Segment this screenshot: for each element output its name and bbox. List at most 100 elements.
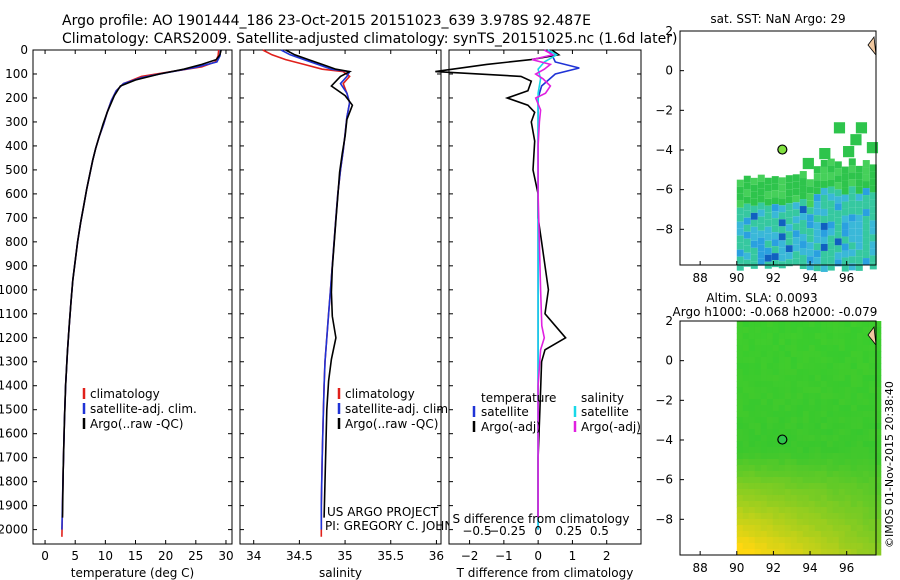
- sst-cell: [764, 177, 772, 185]
- sla-cell: [736, 489, 744, 496]
- sst-cell: [855, 235, 863, 243]
- sla-cell: [826, 483, 834, 490]
- sla-cell: [856, 549, 864, 556]
- sla-cell: [772, 351, 780, 358]
- map-frame: [679, 320, 877, 556]
- sla-cell: [766, 477, 774, 484]
- y-tick-label: 1100: [0, 307, 28, 321]
- sla-cell: [814, 501, 822, 508]
- sla-cell: [838, 339, 846, 346]
- sla-cell: [754, 417, 762, 424]
- sla-cell: [814, 387, 822, 394]
- sst-cell: [799, 241, 807, 249]
- sla-cell: [784, 495, 792, 502]
- sst-cell: [841, 215, 849, 223]
- sla-cell: [832, 537, 840, 544]
- sla-cell: [796, 549, 804, 556]
- sst-cell: [792, 223, 800, 231]
- sla-cell: [742, 471, 750, 478]
- sla-cell: [820, 483, 828, 490]
- y-tick-label: 0: [665, 64, 673, 78]
- sst-cell: [806, 263, 814, 271]
- sla-cell: [862, 387, 870, 394]
- sla-cell: [808, 489, 816, 496]
- sla-cell: [874, 477, 882, 484]
- sla-cell: [862, 339, 870, 346]
- sla-cell: [862, 369, 870, 376]
- sla-cell: [874, 333, 882, 340]
- sla-cell: [802, 333, 810, 340]
- sst-cell: [743, 182, 751, 190]
- sla-cell: [814, 483, 822, 490]
- sla-cell: [808, 519, 816, 526]
- sla-cell: [826, 471, 834, 478]
- sst-cell: [869, 220, 877, 228]
- sla-cell: [838, 429, 846, 436]
- sla-cell: [754, 549, 762, 556]
- sla-cell: [748, 327, 756, 334]
- sla-cell: [838, 363, 846, 370]
- sla-cell: [808, 327, 816, 334]
- sla-cell: [748, 525, 756, 532]
- sla-cell: [850, 435, 858, 442]
- s-tick-label: 0.5: [590, 524, 609, 538]
- sla-cell: [766, 405, 774, 412]
- sst-cell: [827, 158, 835, 166]
- sla-cell: [766, 531, 774, 538]
- sla-cell: [838, 543, 846, 550]
- sla-cell: [832, 339, 840, 346]
- sla-cell: [772, 459, 780, 466]
- sla-cell: [862, 453, 870, 460]
- x-tick-label: 0: [41, 549, 49, 563]
- sla-cell: [760, 531, 768, 538]
- sla-cell: [862, 381, 870, 388]
- sla-cell: [766, 357, 774, 364]
- sla-cell: [856, 321, 864, 328]
- sst-cell: [764, 247, 772, 255]
- sst-cell: [827, 249, 835, 257]
- sst-cell: [806, 186, 814, 194]
- sla-cell: [802, 351, 810, 358]
- sst-cell: [764, 226, 772, 234]
- sla-cell: [742, 501, 750, 508]
- sla-cell: [736, 399, 744, 406]
- sst-cell: [743, 231, 751, 239]
- sst-cell: [799, 199, 807, 207]
- sla-cell: [784, 489, 792, 496]
- sst-cell: [869, 171, 877, 179]
- sla-cell: [856, 501, 864, 508]
- sst-cell: [813, 215, 821, 223]
- sst-cell: [771, 246, 779, 254]
- sla-cell: [754, 477, 762, 484]
- sla-cell: [844, 513, 852, 520]
- sla-cell: [760, 399, 768, 406]
- sla-cell: [844, 405, 852, 412]
- sla-cell: [802, 369, 810, 376]
- sla-cell: [760, 345, 768, 352]
- sst-cell: [778, 205, 786, 213]
- sla-cell: [874, 339, 882, 346]
- sla-cell: [784, 339, 792, 346]
- sla-cell: [808, 369, 816, 376]
- sla-cell: [808, 393, 816, 400]
- sla-cell: [862, 477, 870, 484]
- sla-cell: [760, 429, 768, 436]
- sst-cell: [785, 224, 793, 232]
- sst-cell: [785, 203, 793, 211]
- sla-cell: [772, 537, 780, 544]
- sst-cell: [778, 184, 786, 192]
- sla-cell: [820, 507, 828, 514]
- sst-cell: [750, 254, 758, 262]
- y-tick-label: 1200: [0, 331, 28, 345]
- sst-cell: [785, 259, 793, 267]
- sla-cell: [796, 525, 804, 532]
- sst-cell: [862, 216, 870, 224]
- sla-cell: [814, 375, 822, 382]
- sla-cell: [736, 483, 744, 490]
- sst-cell: [848, 242, 856, 250]
- sla-cell: [742, 405, 750, 412]
- sla-cell: [778, 465, 786, 472]
- sla-cell: [862, 345, 870, 352]
- sla-cell: [760, 369, 768, 376]
- sla-cell: [814, 549, 822, 556]
